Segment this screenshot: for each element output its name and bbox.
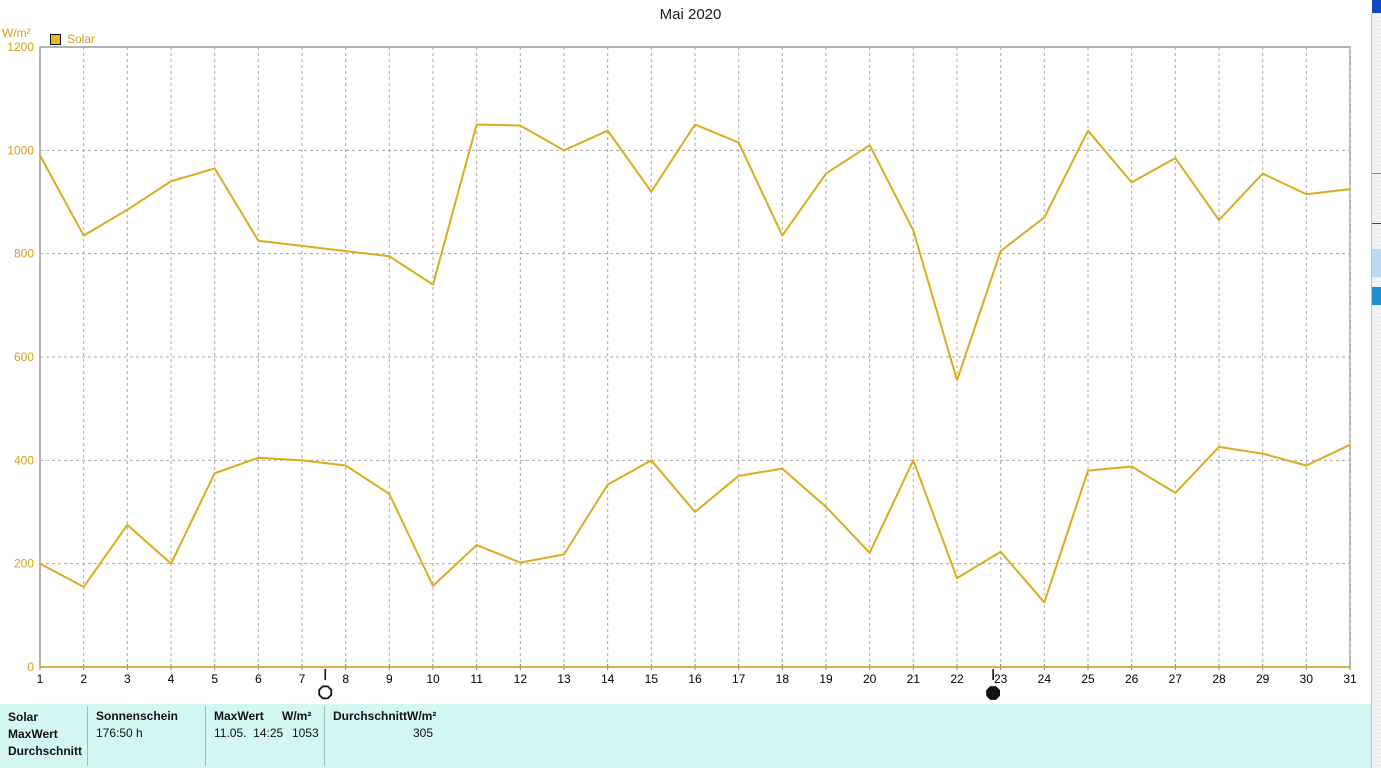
svg-text:5: 5 <box>211 672 218 686</box>
svg-text:25: 25 <box>1081 672 1095 686</box>
svg-text:18: 18 <box>776 672 790 686</box>
svg-text:200: 200 <box>14 557 34 571</box>
svg-text:22: 22 <box>950 672 964 686</box>
svg-text:31: 31 <box>1343 672 1357 686</box>
svg-text:1000: 1000 <box>7 143 34 157</box>
svg-text:800: 800 <box>14 247 34 261</box>
svg-text:0: 0 <box>27 660 34 674</box>
svg-text:11: 11 <box>470 672 483 686</box>
svg-text:24: 24 <box>1038 672 1052 686</box>
svg-text:16: 16 <box>688 672 702 686</box>
svg-text:14: 14 <box>601 672 615 686</box>
svg-text:15: 15 <box>645 672 659 686</box>
svg-text:1: 1 <box>37 672 44 686</box>
svg-text:7: 7 <box>299 672 306 686</box>
svg-text:8: 8 <box>342 672 349 686</box>
svg-text:3: 3 <box>124 672 131 686</box>
svg-text:17: 17 <box>732 672 746 686</box>
svg-text:30: 30 <box>1300 672 1314 686</box>
svg-text:29: 29 <box>1256 672 1270 686</box>
svg-text:23: 23 <box>994 672 1008 686</box>
svg-text:20: 20 <box>863 672 877 686</box>
svg-text:6: 6 <box>255 672 262 686</box>
svg-text:19: 19 <box>819 672 833 686</box>
svg-text:27: 27 <box>1169 672 1183 686</box>
svg-text:9: 9 <box>386 672 393 686</box>
svg-text:2: 2 <box>80 672 87 686</box>
svg-text:1200: 1200 <box>7 40 34 54</box>
svg-text:600: 600 <box>14 350 34 364</box>
svg-text:12: 12 <box>514 672 528 686</box>
svg-text:4: 4 <box>168 672 175 686</box>
svg-text:400: 400 <box>14 453 34 467</box>
svg-text:13: 13 <box>557 672 571 686</box>
svg-text:26: 26 <box>1125 672 1139 686</box>
svg-text:28: 28 <box>1212 672 1226 686</box>
svg-text:10: 10 <box>426 672 440 686</box>
svg-text:21: 21 <box>907 672 921 686</box>
